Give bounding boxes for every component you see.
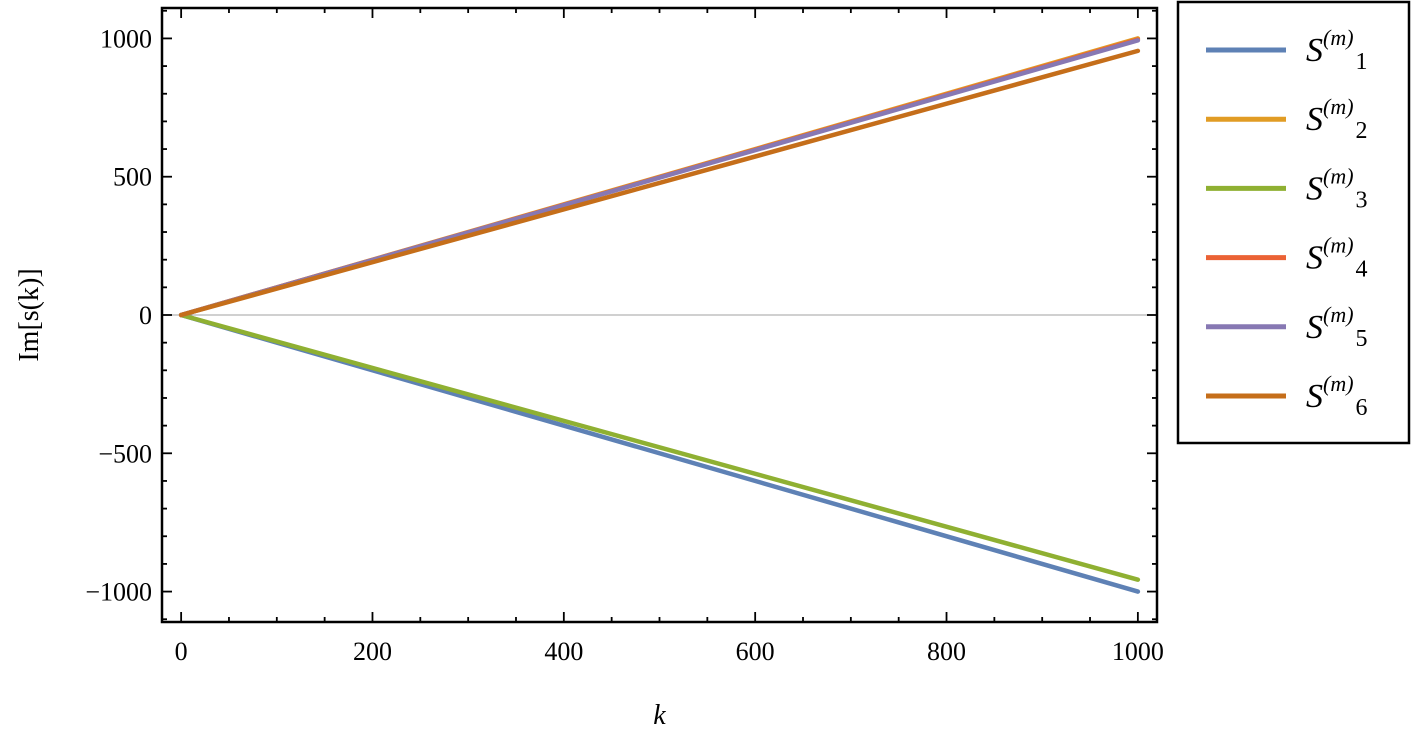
legend: S(m)1 S(m)2 S(m)3 S(m)4 S(m)5 S(m)6 (1176, 0, 1411, 445)
x-tick-label: 0 (175, 637, 188, 666)
x-tick-label: 400 (544, 637, 583, 666)
legend-label: S(m)1 (1306, 25, 1368, 75)
y-tick-label: 0 (139, 301, 152, 330)
y-tick-label: 500 (113, 163, 152, 192)
x-tick-label: 600 (736, 637, 775, 666)
legend-label: S(m)3 (1306, 163, 1368, 213)
x-tick-label: 1000 (1112, 637, 1164, 666)
legend-box (1176, 0, 1411, 445)
y-tick-label: −500 (98, 439, 152, 468)
x-tick-label: 800 (927, 637, 966, 666)
series-line-3 (178, 312, 1141, 582)
y-tick-label: 1000 (100, 24, 152, 53)
x-axis-label: k (653, 700, 666, 731)
x-tick-label: 200 (353, 637, 392, 666)
y-tick-label: −1000 (85, 578, 152, 607)
y-axis-label: Im[s(k)] (14, 268, 45, 361)
legend-label: S(m)5 (1306, 302, 1368, 352)
legend-label: S(m)6 (1306, 371, 1368, 421)
legend-label: S(m)2 (1306, 94, 1368, 144)
series-line-6 (178, 48, 1141, 318)
legend-label: S(m)4 (1306, 233, 1368, 283)
